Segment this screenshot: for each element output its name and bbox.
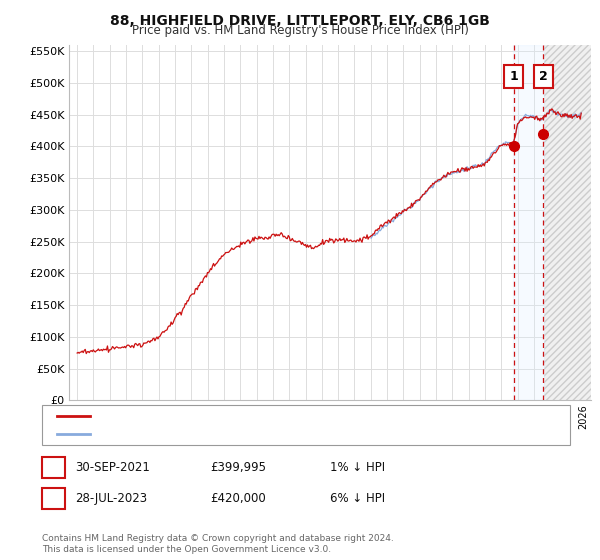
Text: Contains HM Land Registry data © Crown copyright and database right 2024.
This d: Contains HM Land Registry data © Crown c… [42, 534, 394, 554]
Text: 88, HIGHFIELD DRIVE, LITTLEPORT, ELY, CB6 1GB (detached house): 88, HIGHFIELD DRIVE, LITTLEPORT, ELY, CB… [99, 411, 473, 421]
Text: 1: 1 [509, 70, 518, 83]
Text: Price paid vs. HM Land Registry's House Price Index (HPI): Price paid vs. HM Land Registry's House … [131, 24, 469, 37]
Text: 30-SEP-2021: 30-SEP-2021 [75, 461, 150, 474]
Text: 2: 2 [49, 492, 58, 505]
Text: 28-JUL-2023: 28-JUL-2023 [75, 492, 147, 505]
Text: 1: 1 [49, 461, 58, 474]
Text: £420,000: £420,000 [210, 492, 266, 505]
Text: £399,995: £399,995 [210, 461, 266, 474]
Text: 88, HIGHFIELD DRIVE, LITTLEPORT, ELY, CB6 1GB: 88, HIGHFIELD DRIVE, LITTLEPORT, ELY, CB… [110, 14, 490, 28]
Bar [513, 45, 544, 400]
Text: 6% ↓ HPI: 6% ↓ HPI [330, 492, 385, 505]
Text: 2: 2 [539, 70, 548, 83]
Bar [544, 45, 591, 400]
Text: HPI: Average price, detached house, East Cambridgeshire: HPI: Average price, detached house, East… [99, 430, 421, 439]
Text: 1% ↓ HPI: 1% ↓ HPI [330, 461, 385, 474]
